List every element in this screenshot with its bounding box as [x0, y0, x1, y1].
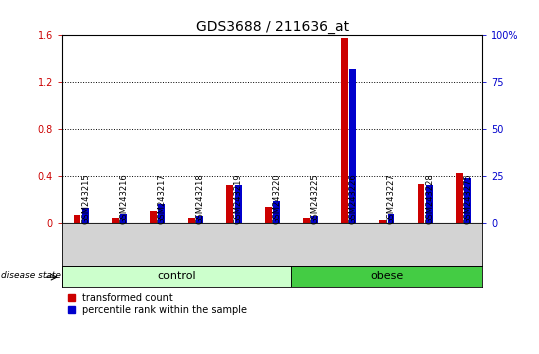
Bar — [73, 215, 80, 223]
Bar — [62, 266, 291, 287]
Text: GSM243227: GSM243227 — [387, 173, 396, 224]
Text: GSM243275: GSM243275 — [464, 173, 472, 224]
Bar — [379, 219, 386, 223]
Bar — [226, 185, 233, 223]
Text: disease state: disease state — [1, 270, 61, 280]
Bar — [273, 200, 280, 223]
Bar — [341, 38, 348, 223]
Bar — [303, 218, 310, 223]
Bar — [311, 216, 318, 223]
Bar — [82, 208, 88, 223]
Text: GSM243215: GSM243215 — [81, 174, 90, 224]
Text: obese: obese — [370, 271, 404, 281]
Legend: transformed count, percentile rank within the sample: transformed count, percentile rank withi… — [67, 292, 248, 315]
Bar — [112, 218, 119, 223]
Bar — [418, 184, 424, 223]
Text: GSM243225: GSM243225 — [310, 174, 320, 224]
Bar — [158, 204, 165, 223]
Text: GSM243228: GSM243228 — [425, 173, 434, 224]
Bar — [265, 207, 272, 223]
Bar — [349, 69, 356, 223]
Text: GSM243218: GSM243218 — [196, 173, 205, 224]
Bar — [388, 214, 395, 223]
Bar — [234, 185, 241, 223]
Bar — [456, 173, 462, 223]
Text: GSM243220: GSM243220 — [272, 174, 281, 224]
Title: GDS3688 / 211636_at: GDS3688 / 211636_at — [196, 21, 349, 34]
Bar — [188, 218, 195, 223]
Text: GSM243219: GSM243219 — [234, 174, 243, 224]
Text: control: control — [157, 271, 196, 281]
Text: GSM243216: GSM243216 — [119, 173, 128, 224]
Text: GSM243226: GSM243226 — [349, 173, 358, 224]
Bar — [150, 211, 157, 223]
Bar — [291, 266, 482, 287]
Bar — [464, 178, 471, 223]
Bar — [120, 214, 127, 223]
Bar — [196, 216, 203, 223]
Text: GSM243217: GSM243217 — [157, 173, 167, 224]
Bar — [426, 185, 433, 223]
